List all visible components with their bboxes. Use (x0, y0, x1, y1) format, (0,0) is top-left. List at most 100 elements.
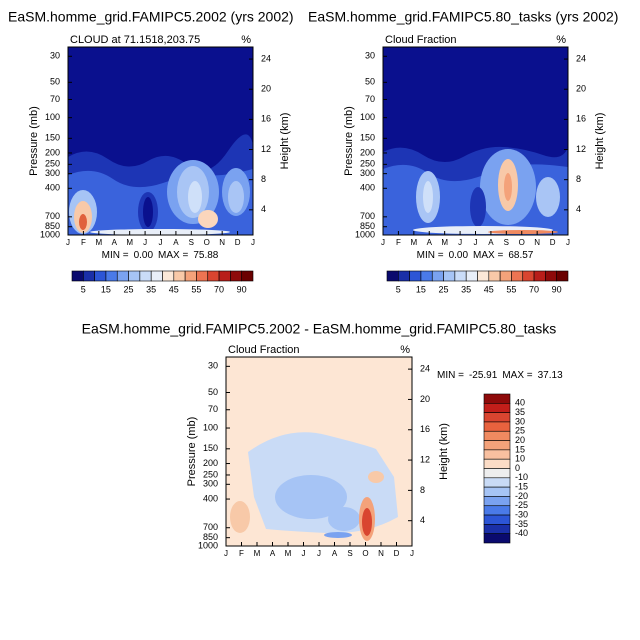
x-tick-label: M (410, 238, 417, 247)
y-tick-label: 150 (360, 133, 375, 143)
y-tick-label: 850 (360, 221, 375, 231)
chart-title: EaSM.homme_grid.FAMIPC5.2002 (yrs 2002) (8, 9, 294, 25)
colorbar-box (230, 270, 242, 282)
colorbar-label: -35 (515, 519, 528, 529)
colorbar-box (483, 458, 511, 469)
x-tick-label: J (566, 238, 570, 247)
y2-tick-label: 4 (420, 515, 425, 525)
colorbar-box (488, 270, 501, 282)
x-tick-label: A (112, 238, 118, 247)
colorbar-box (483, 403, 511, 413)
y2-tick-label: 24 (576, 53, 586, 63)
y-tick-label: 700 (45, 211, 60, 221)
colorbar-box (483, 486, 511, 497)
colorbar-box (511, 270, 524, 282)
x-tick-label: D (394, 549, 400, 558)
contour-region (488, 230, 558, 234)
y2-tick-label: 12 (261, 144, 271, 154)
contour-region (275, 475, 347, 519)
min-max: MIN = 0.00 MAX = 75.88 (102, 250, 219, 261)
contour-region (79, 214, 87, 230)
min-text: MIN = (437, 370, 464, 381)
x-tick-label: J (381, 238, 385, 247)
contour-region (324, 532, 352, 538)
colorbar-box (483, 524, 511, 534)
max-text: MAX = (158, 250, 188, 261)
y-tick-label: 250 (203, 469, 218, 479)
colorbar-box (83, 270, 95, 282)
colorbar-label: 35 (146, 284, 156, 294)
colorbar-box (207, 270, 220, 282)
x-tick-label: J (317, 549, 321, 558)
y-tick-label: 300 (45, 168, 60, 178)
y-tick-label: 700 (203, 522, 218, 532)
y-tick-label: 50 (208, 387, 218, 397)
colorbar-box (483, 496, 511, 507)
colorbar-box (420, 270, 433, 282)
contour-region (228, 181, 244, 213)
y2-tick-label: 4 (576, 204, 581, 214)
colorbar-box (139, 270, 152, 282)
max-value: 68.57 (508, 250, 533, 261)
y-tick-label: 150 (203, 443, 218, 453)
x-tick-label: O (204, 238, 210, 247)
colorbar-box (431, 270, 444, 282)
x-tick-label: S (504, 238, 509, 247)
colorbar-box (173, 270, 186, 282)
x-tick-label: M (95, 238, 102, 247)
colorbar-box (483, 505, 511, 516)
colorbar-label: 40 (515, 398, 525, 408)
y-tick-label: 50 (365, 77, 375, 87)
colorbar-box (218, 270, 231, 282)
y-tick-label: 100 (360, 112, 375, 122)
y2-axis-label: Height (km) (438, 423, 450, 480)
x-tick-label: M (441, 238, 448, 247)
contour-region (362, 508, 372, 536)
y-tick-label: 700 (360, 211, 375, 221)
x-tick-label: N (219, 238, 225, 247)
colorbar-label: 45 (484, 284, 494, 294)
y-tick-label: 30 (50, 51, 60, 61)
colorbar-box (483, 533, 511, 544)
colorbar-label: 10 (515, 454, 525, 464)
colorbar-box (116, 270, 129, 282)
x-tick-label: N (534, 238, 540, 247)
colorbar-box (483, 477, 511, 488)
colorbar-box (196, 270, 209, 282)
y-tick-label: 50 (50, 77, 60, 87)
contour-region (328, 507, 360, 531)
y2-tick-label: 20 (420, 394, 430, 404)
y-tick-label: 30 (365, 51, 375, 61)
x-tick-label: A (270, 549, 276, 558)
y2-axis-label: Height (km) (594, 113, 606, 170)
y-tick-label: 400 (203, 493, 218, 503)
x-tick-label: M (254, 549, 261, 558)
colorbar-label: 25 (439, 284, 449, 294)
colorbar-box (483, 412, 511, 423)
colorbar-box (386, 270, 399, 282)
y-tick-label: 70 (365, 94, 375, 104)
y-tick-label: 850 (203, 532, 218, 542)
y2-tick-label: 16 (420, 424, 430, 434)
y2-axis-label: Height (km) (279, 113, 291, 170)
y-tick-label: 100 (45, 112, 60, 122)
x-tick-label: J (410, 549, 414, 558)
colorbar-box (556, 270, 569, 282)
x-tick-label: F (81, 238, 86, 247)
min-value: -25.91 (469, 370, 498, 381)
y-tick-label: 70 (50, 94, 60, 104)
y-tick-label: 70 (208, 404, 218, 414)
y-tick-label: 850 (45, 221, 60, 231)
chart-title: EaSM.homme_grid.FAMIPC5.80_tasks (yrs 20… (308, 9, 618, 25)
chart-title: EaSM.homme_grid.FAMIPC5.2002 - EaSM.homm… (82, 321, 557, 337)
x-tick-label: O (519, 238, 525, 247)
colorbar-label: 25 (124, 284, 134, 294)
y2-tick-label: 12 (576, 144, 586, 154)
max-text: MAX = (502, 370, 532, 381)
contour-region (198, 210, 218, 228)
colorbar-box (398, 270, 410, 282)
x-tick-label: N (378, 549, 384, 558)
colorbar-label: -15 (515, 482, 528, 492)
colorbar-box (483, 421, 511, 432)
colorbar-label: 55 (191, 284, 201, 294)
